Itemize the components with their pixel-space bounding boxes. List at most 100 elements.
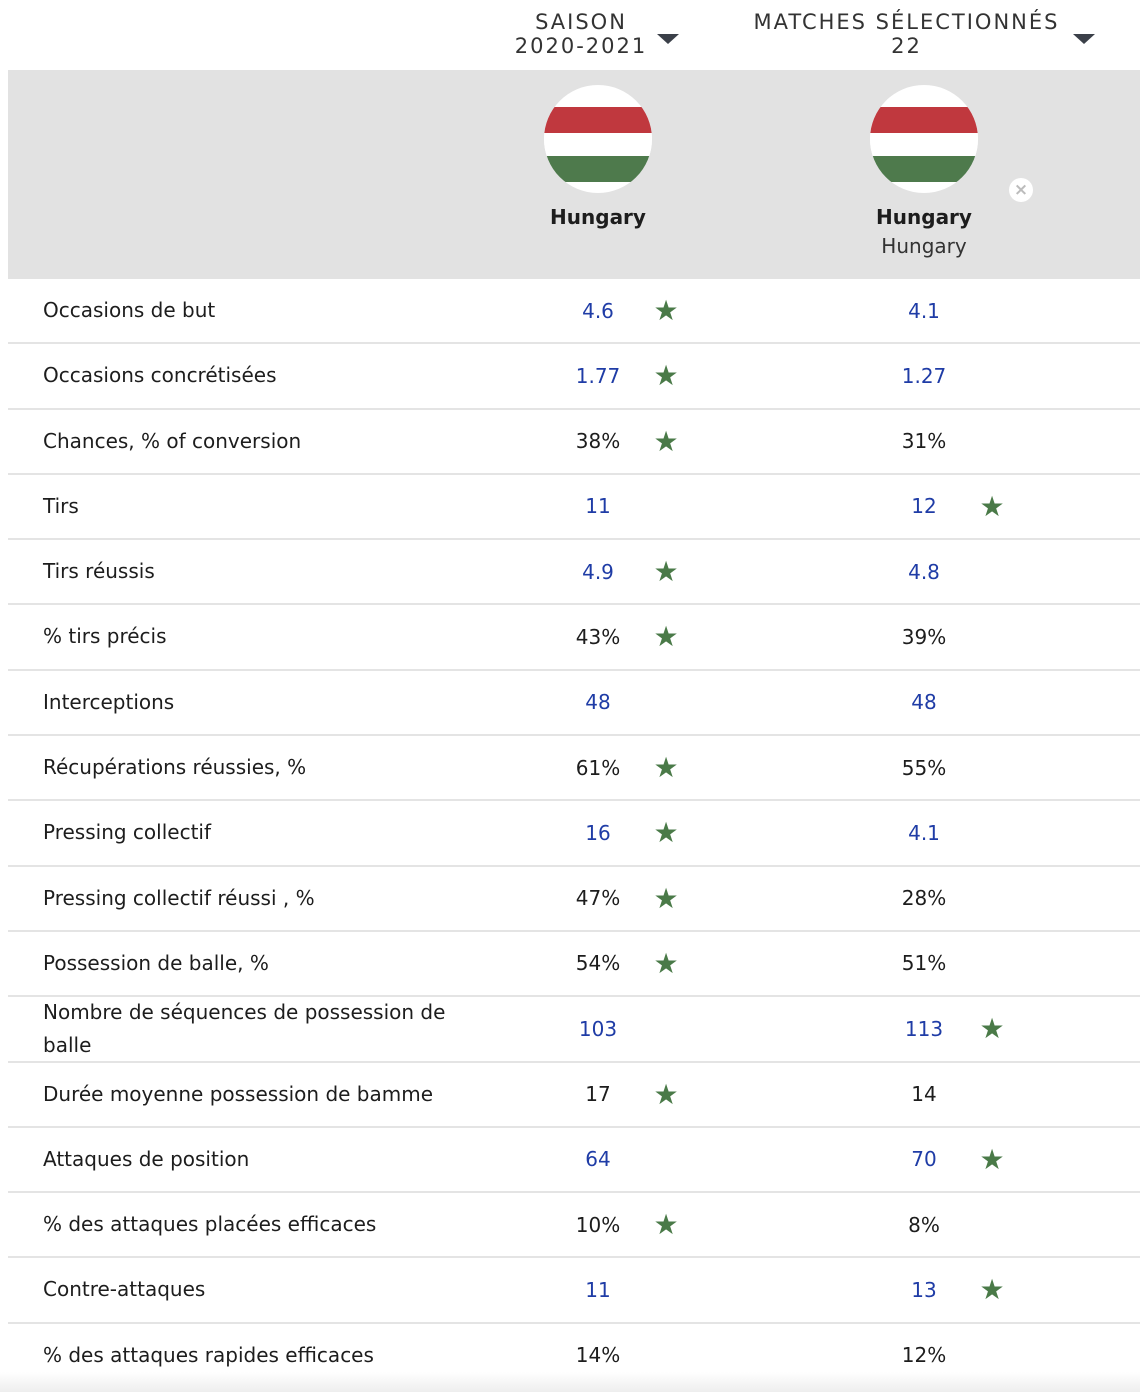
season-value[interactable]: 16 [585, 820, 611, 845]
stat-label: Pressing collectif réussi , % [43, 885, 315, 910]
selected-matches-value[interactable]: 1.27 [901, 363, 947, 388]
stat-label: Chances, % of conversion [43, 428, 302, 453]
best-value-star-icon: ★ [653, 751, 679, 785]
best-value-star-icon: ★ [653, 555, 679, 589]
table-row: Tirs réussis 4.9 4.8 ★ [8, 540, 1140, 606]
season-value[interactable]: 48 [585, 690, 611, 715]
stat-label: Occasions concrétisées [43, 363, 277, 388]
stat-label: Attaques de position [43, 1146, 250, 1171]
table-row: Contre-attaques 11 13 ★ [8, 1258, 1140, 1324]
team-name: Hungary [876, 205, 972, 229]
selected-matches-value[interactable]: 4.8 [908, 559, 940, 584]
selected-matches-value[interactable]: 12 [911, 494, 937, 519]
selected-matches-value[interactable]: 113 [904, 1016, 944, 1041]
selected-matches-value: 51% [901, 951, 947, 976]
team-country: Hungary [881, 234, 967, 258]
season-value[interactable]: 103 [578, 1016, 618, 1041]
best-value-star-icon: ★ [979, 489, 1005, 523]
stat-label: Contre-attaques [43, 1277, 206, 1302]
matches-count: 22 [891, 34, 922, 58]
stat-label: Tirs réussis [43, 559, 155, 584]
season-value: 17 [585, 1082, 611, 1107]
table-row: Durée moyenne possession de bamme 17 14 ★ [8, 1063, 1140, 1128]
season-value[interactable]: 64 [585, 1147, 611, 1172]
table-row: Possession de balle, % 54% 51% ★ [8, 932, 1140, 998]
selected-matches-value: 8% [908, 1212, 940, 1237]
best-value-star-icon: ★ [653, 1208, 679, 1242]
table-row: Chances, % of conversion 38% 31% ★ [8, 410, 1140, 475]
season-selector[interactable]: SAISON 2020-2021 [500, 10, 662, 58]
best-value-star-icon: ★ [979, 1012, 1005, 1046]
best-value-star-icon: ★ [653, 881, 679, 915]
season-label: SAISON [535, 10, 627, 34]
best-value-star-icon: ★ [653, 816, 679, 850]
table-row: Récupérations réussies, % 61% 55% ★ [8, 736, 1140, 802]
season-value: 54% [575, 951, 621, 976]
selected-matches-value[interactable]: 4.1 [908, 820, 940, 845]
stat-label: Nombre de séquences de possession de bal… [43, 999, 446, 1057]
stat-label: % des attaques rapides efficaces [43, 1342, 374, 1367]
selected-matches-value: 39% [901, 624, 947, 649]
season-value: 61% [575, 755, 621, 780]
selected-matches-value[interactable]: 4.1 [908, 298, 940, 323]
stat-label: Tirs [43, 493, 79, 518]
selected-matches-value: 55% [901, 755, 947, 780]
selected-matches-value: 31% [901, 429, 947, 454]
best-value-star-icon: ★ [979, 1273, 1005, 1307]
selected-matches-value[interactable]: 70 [911, 1147, 937, 1172]
table-row: % des attaques placées efficaces 10% 8% ★ [8, 1193, 1140, 1259]
season-value[interactable]: 4.6 [582, 298, 614, 323]
close-icon[interactable]: × [1009, 178, 1033, 202]
season-value: 38% [575, 429, 621, 454]
best-value-star-icon: ★ [653, 359, 679, 393]
scroll-fade [0, 1372, 1140, 1392]
season-value: 43% [575, 624, 621, 649]
table-row: Occasions de but 4.6 4.1 ★ [8, 279, 1140, 345]
team-name: Hungary [550, 205, 646, 229]
season-value[interactable]: 11 [585, 1277, 611, 1302]
season-value: 47% [575, 886, 621, 911]
chevron-down-icon[interactable] [657, 34, 679, 44]
selected-matches-value: 12% [901, 1343, 947, 1368]
table-row: Tirs 11 12 ★ [8, 475, 1140, 541]
stat-label: Interceptions [43, 689, 175, 714]
table-row: Pressing collectif réussi , % 47% 28% ★ [8, 867, 1140, 932]
table-row: Nombre de séquences de possession de bal… [8, 997, 1140, 1063]
season-value: 2020-2021 [514, 34, 648, 58]
selected-matches-value: 28% [901, 886, 947, 911]
stat-label: Possession de balle, % [43, 950, 269, 975]
stats-table: Occasions de but 4.6 4.1 ★ Occasions concrét… [0, 279, 1140, 1390]
stat-label: Récupérations réussies, % [43, 755, 307, 780]
team-column-2: Hungary Hungary [804, 85, 1044, 262]
table-row: Pressing collectif 16 4.1 ★ [8, 801, 1140, 867]
season-value[interactable]: 11 [585, 494, 611, 519]
best-value-star-icon: ★ [653, 424, 679, 458]
best-value-star-icon: ★ [979, 1142, 1005, 1176]
stat-label: % tirs précis [43, 624, 167, 649]
best-value-star-icon: ★ [653, 1077, 679, 1111]
chevron-down-icon[interactable] [1073, 34, 1095, 44]
selected-matches-value: 14 [911, 1082, 937, 1107]
best-value-star-icon: ★ [653, 946, 679, 980]
best-value-star-icon: ★ [653, 294, 679, 327]
season-value[interactable]: 1.77 [575, 363, 621, 388]
season-value[interactable]: 4.9 [582, 559, 614, 584]
hungary-flag-icon [544, 85, 652, 193]
season-value: 14% [575, 1343, 621, 1368]
table-row: Attaques de position 64 70 ★ [8, 1128, 1140, 1194]
stat-label: % des attaques placées efficaces [43, 1212, 377, 1237]
column-selector-bar: SAISON 2020-2021 MATCHES SÉLECTIONNÉS 22 [0, 0, 1140, 70]
stat-label: Occasions de but [43, 298, 216, 322]
stat-label: Durée moyenne possession de bamme [43, 1081, 434, 1106]
selected-matches-value[interactable]: 13 [911, 1277, 937, 1302]
table-row: % tirs précis 43% 39% ★ [8, 605, 1140, 671]
stat-label: Pressing collectif [43, 820, 212, 845]
selected-matches-value[interactable]: 48 [911, 690, 937, 715]
table-row: Interceptions 48 48 [8, 671, 1140, 737]
best-value-star-icon: ★ [653, 620, 679, 654]
team-column-1: Hungary [478, 85, 718, 230]
matches-selector[interactable]: MATCHES SÉLECTIONNÉS 22 [745, 10, 1068, 58]
matches-label: MATCHES SÉLECTIONNÉS [753, 10, 1060, 34]
season-value: 10% [575, 1212, 621, 1237]
table-row: Occasions concrétisées 1.77 1.27 ★ [8, 344, 1140, 410]
